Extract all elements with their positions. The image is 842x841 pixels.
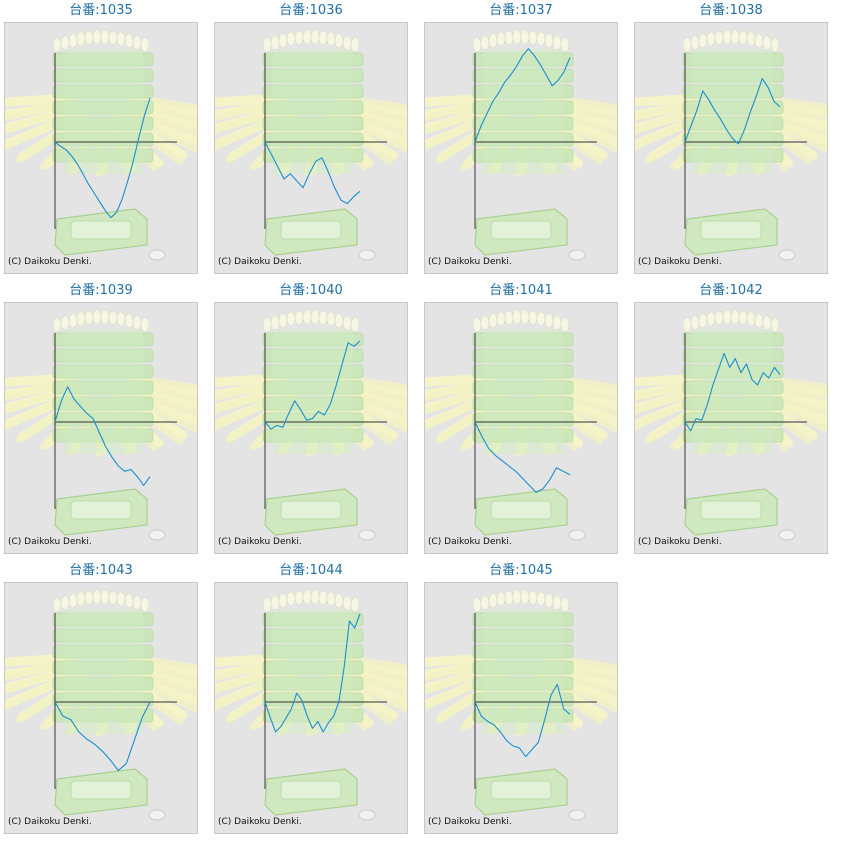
line-chart [425,309,617,541]
copyright-text: (C) Daikoku Denki. [428,817,512,827]
chart-title: 台番:1037 [489,3,553,18]
series-line [264,340,361,430]
background-machine-art [425,29,617,261]
chart-title: 台番:1039 [69,283,133,298]
chart-title: 台番:1038 [699,3,763,18]
series-line [684,352,781,432]
background-machine-art [425,309,617,541]
line-chart [5,29,197,261]
chart-panel: (C) Daikoku Denki. [4,302,198,554]
chart-panel: (C) Daikoku Denki. [4,22,198,274]
background-machine-art [215,29,407,261]
chart-panel: (C) Daikoku Denki. [214,302,408,554]
copyright-text: (C) Daikoku Denki. [218,257,302,267]
series-line [54,701,151,772]
copyright-text: (C) Daikoku Denki. [638,537,722,547]
line-chart [215,589,407,821]
background-machine-art [635,29,827,261]
chart-panel: (C) Daikoku Denki. [424,22,618,274]
chart-title: 台番:1035 [69,3,133,18]
chart-title: 台番:1044 [279,563,343,578]
series-line [54,386,151,486]
line-chart [635,29,827,261]
chart-title: 台番:1040 [279,283,343,298]
line-chart [215,309,407,541]
series-line [684,78,781,145]
chart-title: 台番:1042 [699,283,763,298]
chart-panel: (C) Daikoku Denki. [214,22,408,274]
series-line [474,48,571,143]
chart-title: 台番:1045 [489,563,553,578]
line-chart [5,309,197,541]
background-machine-art [5,589,197,821]
chart-title: 台番:1036 [279,3,343,18]
line-chart [215,29,407,261]
background-machine-art [425,589,617,821]
series-line [474,683,571,758]
line-chart [635,309,827,541]
series-line [54,97,151,219]
chart-panel: (C) Daikoku Denki. [4,582,198,834]
copyright-text: (C) Daikoku Denki. [638,257,722,267]
copyright-text: (C) Daikoku Denki. [8,257,92,267]
line-chart [5,589,197,821]
chart-panel: (C) Daikoku Denki. [424,302,618,554]
background-machine-art [635,309,827,541]
copyright-text: (C) Daikoku Denki. [428,257,512,267]
background-machine-art [215,309,407,541]
series-line [474,421,571,493]
chart-title: 台番:1041 [489,283,553,298]
background-machine-art [5,309,197,541]
chart-panel: (C) Daikoku Denki. [214,582,408,834]
chart-title: 台番:1043 [69,563,133,578]
chart-panel: (C) Daikoku Denki. [424,582,618,834]
copyright-text: (C) Daikoku Denki. [8,537,92,547]
series-line [264,141,361,205]
chart-panel: (C) Daikoku Denki. [634,22,828,274]
background-machine-art [5,29,197,261]
copyright-text: (C) Daikoku Denki. [218,817,302,827]
line-chart [425,29,617,261]
copyright-text: (C) Daikoku Denki. [8,817,92,827]
background-machine-art [215,589,407,821]
series-line [264,613,361,733]
copyright-text: (C) Daikoku Denki. [428,537,512,547]
chart-panel: (C) Daikoku Denki. [634,302,828,554]
copyright-text: (C) Daikoku Denki. [218,537,302,547]
line-chart [425,589,617,821]
